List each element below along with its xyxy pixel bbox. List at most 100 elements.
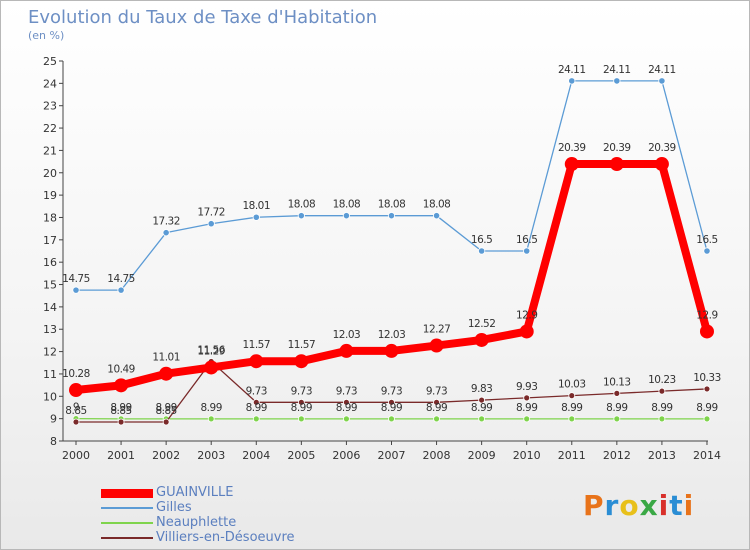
legend-label: GUAINVILLE [156, 485, 234, 500]
data-label: 17.32 [152, 216, 180, 228]
data-point [429, 338, 444, 353]
data-point [162, 229, 170, 237]
data-label: 20.39 [648, 142, 676, 154]
data-point [72, 286, 80, 294]
data-label: 20.39 [558, 142, 586, 154]
data-label: 9.73 [291, 385, 312, 397]
x-tick-label: 2013 [648, 449, 676, 462]
data-label: 8.99 [381, 402, 402, 414]
logo-letter: i [658, 489, 670, 522]
data-point [568, 392, 576, 400]
data-label: 24.11 [648, 64, 676, 76]
logo-letter: r [604, 489, 620, 522]
data-point [162, 418, 170, 426]
y-tick-label: 16 [43, 256, 57, 269]
data-point [568, 415, 576, 423]
data-label: 11.57 [242, 339, 270, 351]
data-label: 18.08 [378, 199, 406, 211]
data-label: 9.73 [426, 385, 447, 397]
y-tick-label: 22 [43, 122, 57, 135]
legend-label: Gilles [156, 500, 192, 515]
data-point [114, 378, 129, 393]
data-label: 12.9 [696, 309, 717, 321]
data-point [654, 157, 669, 172]
data-point [69, 383, 83, 398]
data-label: 9.73 [381, 385, 402, 397]
x-tick-label: 2006 [332, 449, 360, 462]
data-point [297, 398, 305, 406]
y-tick-label: 9 [50, 413, 57, 426]
data-label: 8.99 [426, 402, 447, 414]
data-point [252, 398, 260, 406]
legend-swatch [101, 507, 153, 509]
data-label: 8.99 [246, 402, 267, 414]
data-point [564, 157, 579, 172]
data-point [523, 394, 531, 402]
data-label: 18.08 [423, 199, 451, 211]
data-point [117, 286, 125, 294]
data-label: 10.49 [107, 363, 135, 375]
data-label: 16.5 [471, 234, 492, 246]
data-label: 11.29 [197, 345, 225, 357]
data-label: 12.9 [516, 309, 537, 321]
data-point [343, 398, 350, 406]
data-label: 8.99 [561, 402, 582, 414]
x-tick-label: 2005 [287, 449, 315, 462]
data-point [252, 213, 260, 221]
series-line-gilles [76, 80, 708, 291]
data-point [343, 415, 350, 423]
data-point [658, 415, 666, 423]
y-tick-label: 25 [43, 55, 57, 68]
data-label: 8.99 [651, 402, 672, 414]
x-tick-label: 2008 [423, 449, 451, 462]
data-point [613, 77, 621, 85]
data-point [433, 398, 440, 406]
chart-title: Evolution du Taux de Taxe d'Habitation [28, 7, 378, 28]
data-point [294, 354, 309, 369]
legend-label: Neauphlette [156, 515, 237, 530]
x-tick-label: 2014 [693, 449, 721, 462]
data-label: 12.27 [423, 324, 451, 336]
data-label: 8.85 [110, 405, 131, 417]
y-tick-label: 15 [43, 279, 57, 292]
data-point [207, 415, 215, 423]
data-point [658, 77, 666, 85]
x-tick-label: 2010 [513, 449, 541, 462]
data-label: 11.56 [197, 344, 225, 356]
logo-letter: i [683, 489, 695, 522]
logo-letter: o [619, 489, 640, 522]
data-label: 10.23 [648, 374, 676, 386]
data-label: 24.11 [603, 64, 631, 76]
x-tick-label: 2012 [603, 449, 631, 462]
data-label: 16.5 [516, 234, 537, 246]
data-label: 8.99 [516, 402, 537, 414]
y-tick-label: 20 [43, 167, 57, 180]
data-point [204, 360, 219, 375]
data-label: 8.85 [65, 405, 86, 417]
data-label: 8.85 [155, 405, 176, 417]
data-point [432, 212, 441, 220]
x-tick-label: 2001 [107, 449, 135, 462]
legend-swatch [101, 488, 153, 498]
data-point [159, 366, 174, 381]
y-tick-label: 14 [43, 301, 57, 314]
data-point [523, 415, 531, 423]
data-point [523, 247, 531, 255]
data-label: 14.75 [62, 273, 90, 285]
data-point [207, 220, 215, 228]
y-tick-label: 23 [43, 100, 57, 113]
data-point [252, 415, 260, 423]
data-label: 8.99 [110, 402, 131, 414]
data-label: 9.83 [471, 383, 492, 395]
data-label: 10.13 [603, 376, 631, 388]
data-point [384, 343, 399, 358]
legend-swatch [101, 537, 153, 539]
data-label: 11.57 [288, 339, 316, 351]
data-label: 9 [73, 402, 79, 414]
data-point [703, 247, 711, 255]
data-point [387, 212, 396, 220]
data-label: 14.75 [107, 273, 135, 285]
data-point [658, 387, 666, 395]
data-point [297, 415, 305, 423]
